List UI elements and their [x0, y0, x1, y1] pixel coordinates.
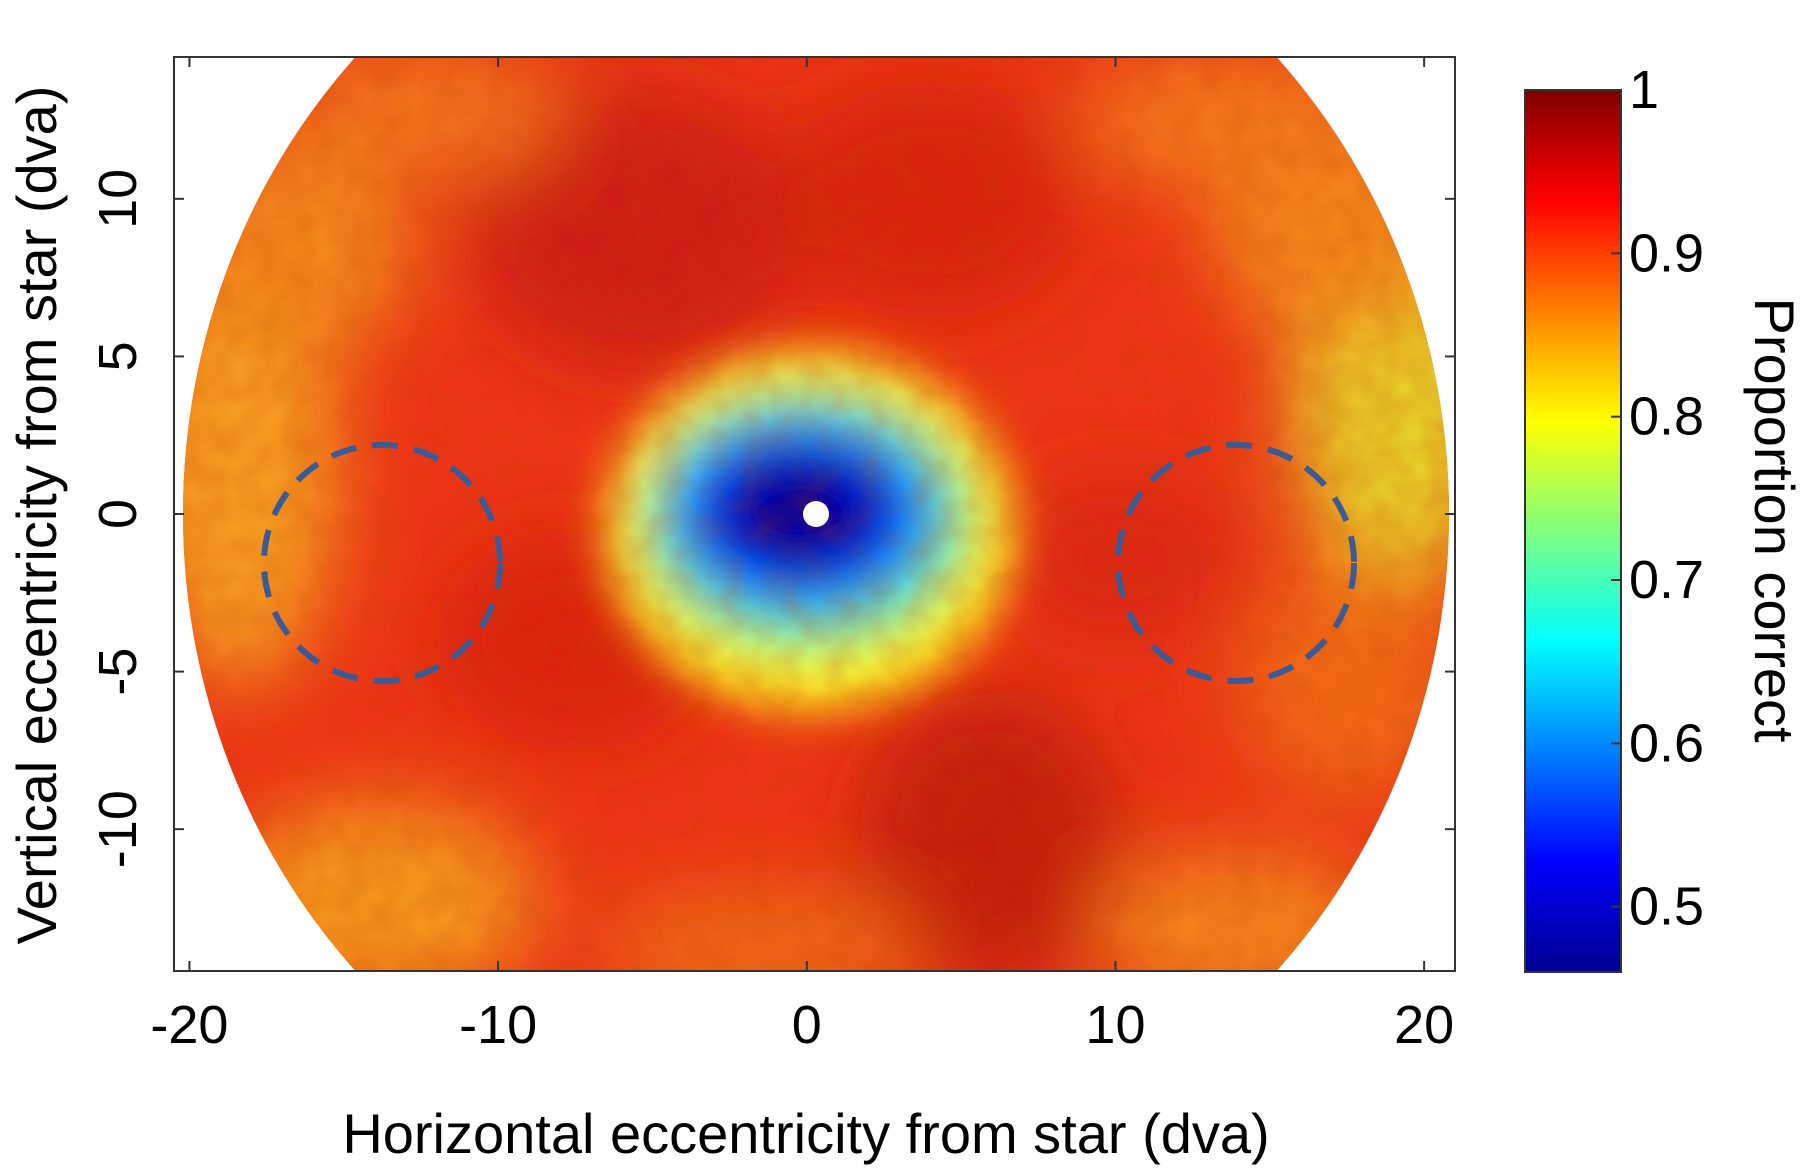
left-dashed-circle — [261, 442, 503, 684]
y-tick-label: 10 — [88, 169, 148, 229]
y-axis-title: Vertical eccentricity from star (dva) — [5, 86, 68, 945]
colorbar-ticks: 0.5 0.6 0.7 0.8 0.9 1 — [1611, 60, 1704, 937]
colorbar-tick-label: 0.8 — [1629, 387, 1704, 447]
y-axis-ticks: -10 -5 0 5 10 — [88, 169, 1455, 868]
x-tick-label: 10 — [1085, 995, 1145, 1055]
center-marker-dot — [803, 501, 829, 527]
x-tick-label: 20 — [1394, 995, 1454, 1055]
x-tick-label: -20 — [150, 995, 228, 1055]
x-tick-label: 0 — [792, 995, 822, 1055]
y-tick-label: 5 — [88, 341, 148, 371]
annotations — [261, 442, 1357, 684]
y-tick-label: 0 — [88, 499, 148, 529]
colorbar-tick-label: 0.9 — [1629, 223, 1704, 283]
x-tick-label: -10 — [459, 995, 537, 1055]
x-axis-title: Horizontal eccentricity from star (dva) — [342, 1102, 1269, 1165]
y-tick-label: -10 — [88, 790, 148, 868]
colorbar-tick-label: 1 — [1629, 60, 1659, 120]
y-tick-label: -5 — [88, 648, 148, 696]
colorbar-gradient — [1524, 89, 1622, 973]
colorbar-label: Proportion correct — [1743, 297, 1800, 743]
colorbar-tick-label: 0.6 — [1629, 713, 1704, 773]
heatmap-field — [183, 57, 1449, 971]
colorbar: 0.5 0.6 0.7 0.8 0.9 1 Proportion correct — [1524, 60, 1800, 973]
colorbar-tick-label: 0.7 — [1629, 550, 1704, 610]
right-dashed-circle — [1115, 442, 1357, 684]
x-axis-ticks: -20 -10 0 10 20 — [150, 57, 1454, 1055]
plot-axes: -20 -10 0 10 20 -10 -5 0 5 10 — [88, 56, 1456, 1055]
colorbar-tick-label: 0.5 — [1629, 877, 1704, 937]
